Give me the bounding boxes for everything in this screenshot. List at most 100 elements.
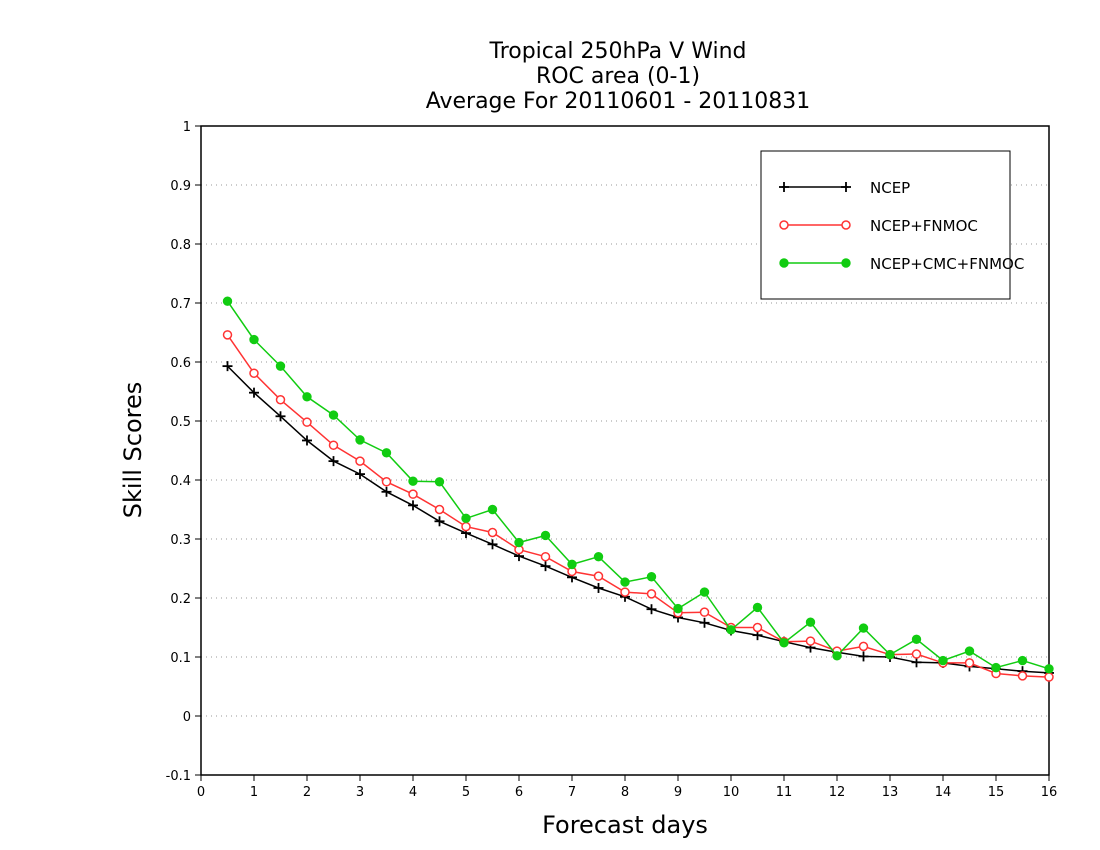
data-point — [593, 582, 604, 593]
legend-marker — [779, 182, 789, 192]
data-point — [487, 527, 498, 538]
x-tick-label: 11 — [776, 785, 793, 800]
data-point — [779, 638, 789, 648]
data-point — [540, 561, 551, 572]
axis-ticks: -0.100.10.20.30.40.50.60.70.80.910 1 2 3 4 5 6… — [166, 120, 1058, 800]
x-tick-label: 14 — [935, 785, 952, 800]
data-point — [885, 649, 895, 660]
legend-item-0: NCEP — [779, 179, 910, 197]
y-tick-label: 0 — [183, 710, 191, 725]
data-point — [620, 577, 630, 587]
data-point — [249, 368, 259, 378]
data-point — [328, 440, 339, 450]
data-point — [858, 641, 869, 652]
data-point — [673, 603, 683, 614]
data-point — [487, 504, 498, 515]
data-point — [699, 607, 710, 617]
data-point — [328, 410, 339, 420]
data-point — [381, 486, 392, 497]
chart-title-line-3: Average For 20110601 - 20110831 — [426, 89, 811, 114]
data-point — [593, 552, 604, 562]
data-point — [646, 572, 657, 582]
data-point — [355, 435, 365, 445]
x-tick-label: 0 — [197, 785, 205, 800]
data-point — [434, 504, 445, 515]
x-tick-label: 13 — [882, 785, 899, 800]
data-point — [938, 655, 948, 666]
y-tick-label: 0.6 — [170, 356, 191, 371]
x-tick-label: 15 — [988, 785, 1005, 800]
y-tick-label: 0.3 — [170, 533, 191, 548]
series-line — [226, 365, 1050, 674]
x-tick-label: 8 — [621, 785, 629, 800]
data-point — [249, 334, 259, 345]
legend-item-1: NCEP+FNMOC — [779, 217, 978, 235]
data-point — [461, 521, 471, 532]
x-tick-label: 10 — [723, 785, 740, 800]
y-tick-label: 0.1 — [170, 651, 191, 666]
data-point — [911, 657, 922, 668]
chart-title: Tropical 250hPa V Wind ROC area (0-1) Av… — [426, 39, 811, 114]
x-tick-label: 1 — [250, 785, 258, 800]
data-point — [752, 602, 763, 613]
y-axis-label: Skill Scores — [119, 382, 147, 519]
data-point — [699, 587, 710, 597]
data-point — [593, 571, 604, 581]
data-point — [381, 477, 392, 487]
y-tick-label: -0.1 — [166, 769, 191, 784]
data-point — [408, 489, 418, 499]
data-point — [1017, 655, 1028, 666]
data-point — [275, 411, 286, 422]
data-point — [540, 551, 551, 562]
data-point — [646, 604, 657, 615]
data-point — [832, 651, 842, 661]
chart-title-line-1: Tropical 250hPa V Wind — [488, 39, 746, 64]
x-tick-label: 4 — [409, 785, 417, 800]
legend-item-2: NCEP+CMC+FNMOC — [779, 255, 1024, 273]
data-point — [434, 516, 445, 527]
series-line — [226, 300, 1050, 670]
data-point — [434, 477, 445, 487]
data-point — [302, 417, 312, 427]
data-point — [222, 296, 233, 306]
series-line — [226, 334, 1050, 678]
y-tick-label: 1 — [183, 120, 191, 135]
y-tick-label: 0.9 — [170, 179, 191, 194]
y-tick-label: 0.8 — [170, 238, 191, 253]
data-point — [858, 651, 869, 662]
data-point — [355, 456, 365, 466]
data-point — [911, 634, 922, 644]
legend-marker — [841, 182, 851, 192]
x-tick-label: 9 — [674, 785, 682, 800]
data-point — [514, 537, 524, 548]
x-tick-label: 16 — [1041, 785, 1058, 800]
data-point — [222, 330, 233, 340]
data-point — [461, 513, 471, 524]
legend-items: NCEP NCEP+FNMOC NCEP+CMC+FNMOC — [779, 179, 1024, 273]
series-layer — [222, 296, 1054, 682]
data-point — [858, 623, 869, 633]
x-axis-label: Forecast days — [542, 811, 708, 839]
data-point — [381, 448, 392, 458]
y-tick-label: 0.4 — [170, 474, 191, 489]
x-tick-label: 6 — [515, 785, 523, 800]
data-point — [964, 646, 975, 656]
data-point — [275, 361, 286, 371]
legend-label: NCEP+CMC+FNMOC — [870, 255, 1024, 273]
data-point — [991, 662, 1001, 673]
legend-label: NCEP — [870, 179, 910, 197]
data-point — [408, 476, 418, 486]
x-tick-label: 3 — [356, 785, 364, 800]
series-0 — [222, 361, 1054, 678]
data-point — [752, 622, 763, 633]
data-point — [699, 617, 710, 628]
data-point — [911, 649, 922, 659]
data-point — [540, 530, 551, 541]
data-point — [355, 469, 365, 480]
data-point — [275, 395, 286, 405]
legend-marker — [841, 258, 851, 268]
legend: NCEP NCEP+FNMOC NCEP+CMC+FNMOC — [760, 150, 1024, 300]
data-point — [1044, 672, 1054, 682]
y-tick-label: 0.5 — [170, 415, 191, 430]
